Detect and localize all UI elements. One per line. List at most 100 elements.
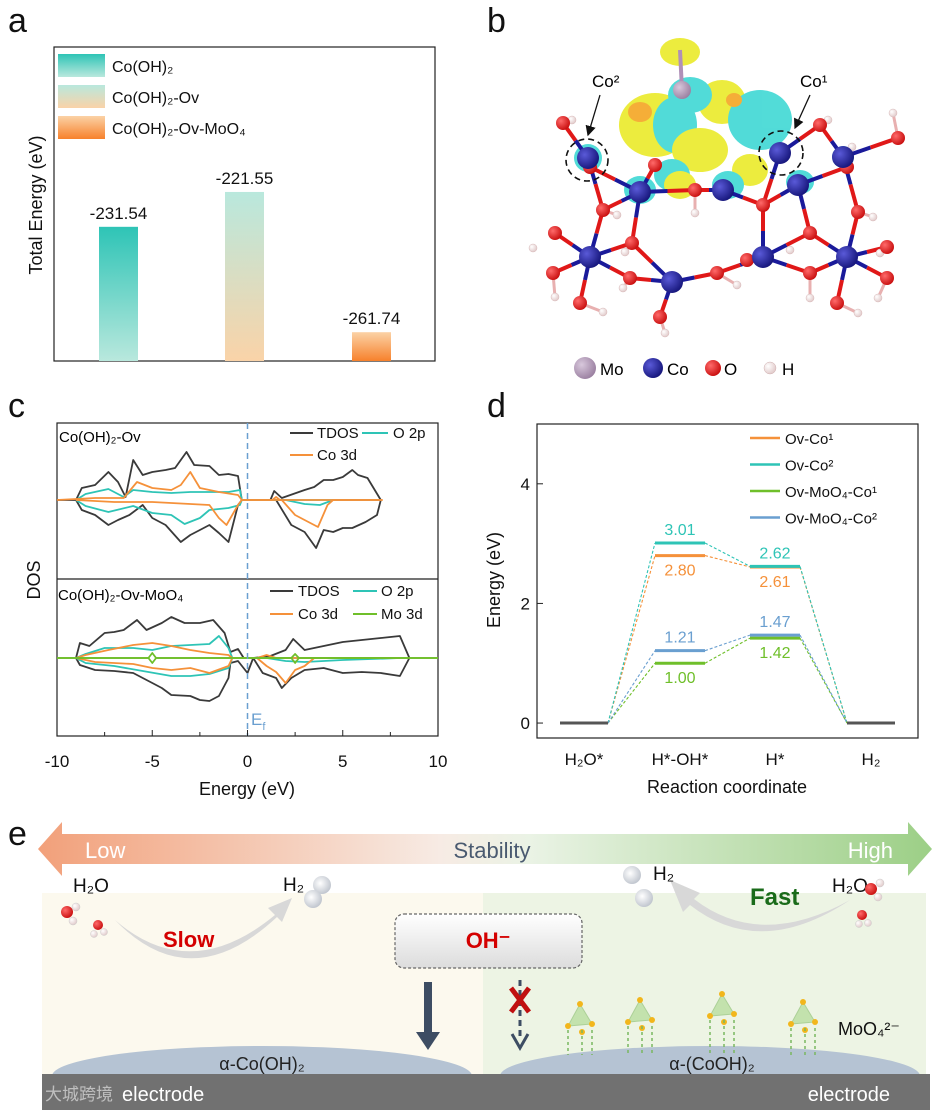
cluster-atoms	[528, 49, 905, 338]
x-tick-label: 10	[429, 752, 448, 771]
dos-curve-tdos-down	[75, 499, 382, 549]
h-atom	[805, 293, 815, 303]
energy-value-label: 2.62	[759, 545, 790, 562]
legend-label: Ov-MoO₄-Co¹	[785, 484, 877, 501]
h-atom	[732, 280, 742, 290]
legend-swatch	[58, 116, 105, 139]
hydroxide-label: OH⁻	[466, 928, 511, 953]
co1-pointer-arrow	[794, 94, 811, 130]
x-axis-label: Reaction coordinate	[647, 777, 807, 797]
stability-low-label: Low	[85, 838, 125, 863]
molybdate-o-atom	[577, 1001, 583, 1007]
energy-value-label: 3.01	[664, 522, 695, 539]
blocked-arrow-head	[510, 1033, 530, 1052]
o-atom	[548, 226, 562, 240]
x-tick-label: H₂O*	[565, 750, 604, 769]
molybdate-tetrahedra	[565, 991, 818, 1055]
x-tick-label: H*	[766, 750, 785, 769]
energy-levels: 0 2 4 H₂O* H*-OH* H* H₂ 2.80 2.61 Ov-Co¹ 3.01 2.62 O…	[521, 431, 895, 769]
x-tick-label: 5	[338, 752, 347, 771]
connector-moo4_co1	[607, 662, 656, 724]
h-atom	[528, 243, 538, 253]
y-axis-label: Total Energy (eV)	[26, 135, 46, 274]
bar-value-label: -221.55	[216, 169, 274, 188]
bars: -231.54 -221.55 -261.74	[90, 169, 401, 361]
co-atom	[769, 142, 791, 164]
o-atom	[596, 203, 610, 217]
o-atom	[830, 296, 844, 310]
co-atom	[832, 146, 854, 168]
connector-ov_co2	[607, 542, 656, 724]
legend-label: Co 3d	[298, 606, 338, 623]
o-atom	[803, 266, 817, 280]
panel-label-a: a	[8, 2, 27, 40]
right-electrode-label: electrode	[808, 1084, 890, 1106]
oh-attack-arrow	[416, 982, 440, 1050]
bar	[99, 226, 138, 361]
o-atom-icon	[705, 360, 721, 376]
dos-curves	[56, 451, 438, 702]
co-atom	[577, 147, 599, 169]
fermi-level-label: Ef	[251, 710, 266, 733]
panel-label-d: d	[487, 387, 506, 425]
connector-moo4_co1	[799, 637, 848, 724]
molybdate-tetrahedron	[627, 998, 653, 1023]
co1-site-highlight	[758, 130, 804, 176]
o-atom	[625, 236, 639, 250]
dos-curve-co3d-up	[75, 642, 400, 659]
energy-value-label: 1.21	[664, 630, 695, 647]
bar-value-label: -261.74	[343, 309, 401, 328]
legend-swatch	[58, 85, 105, 108]
legend-label: Co(OH)₂-Ov-MoO₄	[112, 121, 246, 138]
co2-pointer-arrow	[585, 94, 601, 137]
co-atom	[752, 246, 774, 268]
right-h2o-label: H₂O	[832, 876, 868, 897]
panel-e-mechanism-schematic: Low Stability High α-Co(OH)₂ α-(CoOH)₂ e…	[38, 822, 932, 1110]
energy-value-label: 1.00	[664, 670, 695, 687]
right-h2-label: H₂	[653, 864, 674, 885]
water-molecule-icon	[61, 902, 108, 938]
molybdate-o-atom	[649, 1017, 655, 1023]
atom-legend: Mo Co O H	[574, 357, 794, 379]
left-electrode-label: electrode	[122, 1084, 204, 1106]
stability-high-label: High	[848, 838, 893, 863]
o-atom	[623, 271, 637, 285]
y-axis-label: Energy (eV)	[484, 532, 504, 628]
o-atom	[813, 118, 827, 132]
water-molecule-icon	[855, 878, 885, 928]
panel-label-c: c	[8, 387, 25, 425]
legend-label: O 2p	[393, 425, 426, 442]
stability-label: Stability	[453, 838, 530, 863]
panel-c-dos-chart: Ef Co(OH)₂-Ov Co(OH)₂-Ov-MoO₄ TDOS O 2p …	[24, 422, 448, 799]
dos-panel-title: Co(OH)₂-Ov	[59, 429, 141, 446]
molybdate-o-atom	[812, 1019, 818, 1025]
h-atom	[550, 292, 560, 302]
energy-value-label: 1.47	[759, 614, 790, 631]
stability-double-arrow	[38, 822, 932, 876]
o-atom	[740, 253, 754, 267]
legend-label: Mo 3d	[381, 606, 423, 623]
fast-label: Fast	[750, 884, 799, 911]
dos-curve-o2p-down	[75, 657, 400, 677]
y-tick-label: 0	[521, 714, 530, 733]
dos-curve-co3d-up	[56, 471, 383, 501]
co-atom	[712, 179, 734, 201]
legend-label: TDOS	[317, 425, 359, 442]
legend-label: Co 3d	[317, 447, 357, 464]
legend-label: TDOS	[298, 583, 340, 600]
o-atom	[648, 158, 662, 172]
connector-moo4_co1	[704, 637, 751, 664]
molybdate-o-atom	[589, 1021, 595, 1027]
blocked-x-icon	[509, 986, 531, 1014]
legend-label: Co(OH)₂-Ov	[112, 90, 199, 107]
y-axis-label: DOS	[24, 560, 44, 599]
molybdate-label: MoO₄²⁻	[838, 1019, 900, 1039]
dos-curve-co3d-down	[75, 499, 381, 528]
mo-atom-icon	[574, 357, 596, 379]
energy-value-label: 2.80	[664, 563, 695, 580]
o-atom	[573, 296, 587, 310]
h-atom	[868, 212, 878, 222]
molybdate-tetrahedron	[709, 992, 735, 1017]
h-atom	[785, 245, 795, 255]
molybdate-o-atom	[625, 1019, 631, 1025]
